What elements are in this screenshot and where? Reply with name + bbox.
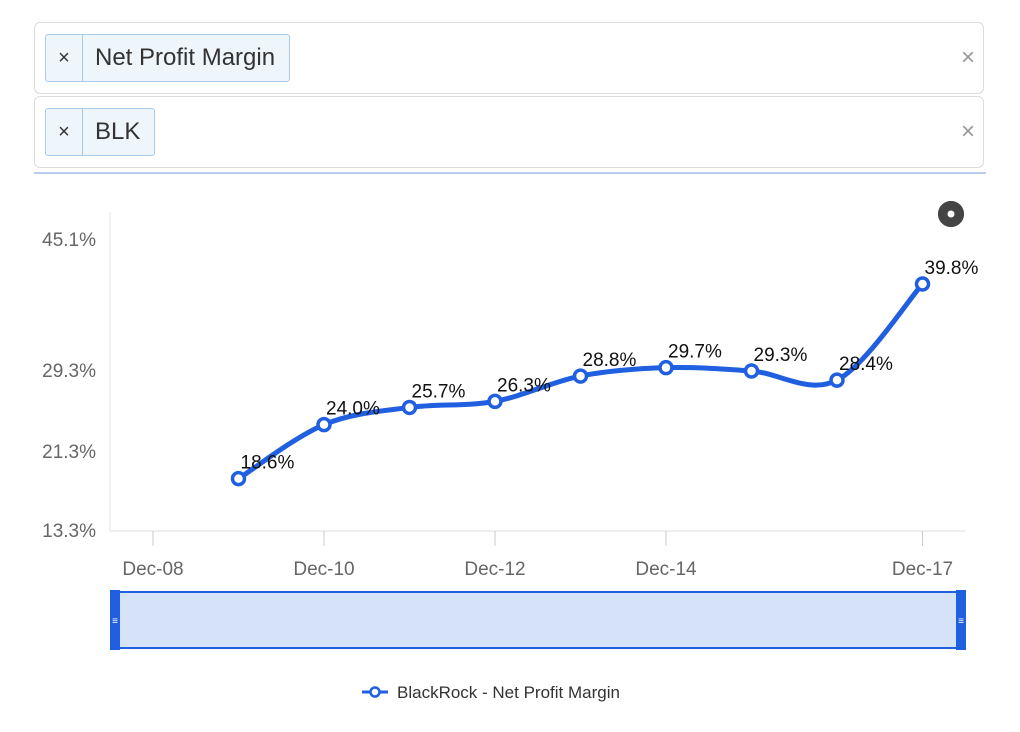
data-point[interactable] bbox=[829, 372, 845, 388]
x-tick-label: Dec-14 bbox=[635, 559, 697, 580]
data-label: 26.3% bbox=[497, 375, 551, 396]
navigator-window[interactable] bbox=[113, 591, 963, 649]
y-tick-label: 13.3% bbox=[42, 521, 96, 542]
data-point[interactable] bbox=[572, 368, 589, 384]
metric-tag: × Net Profit Margin bbox=[45, 34, 291, 82]
metric-tag-label: Net Profit Margin bbox=[95, 44, 276, 71]
metric-filter-box[interactable]: × Net Profit Margin × bbox=[34, 22, 984, 94]
data-point[interactable] bbox=[487, 393, 503, 410]
ticker-tag-label: BLK bbox=[95, 118, 141, 145]
x-tick-label: Dec-10 bbox=[293, 559, 354, 580]
data-point[interactable] bbox=[316, 416, 332, 433]
x-tick-label: Dec-17 bbox=[892, 559, 953, 580]
legend-swatch-marker bbox=[369, 686, 381, 698]
data-label: 29.7% bbox=[668, 342, 722, 363]
data-point[interactable] bbox=[658, 359, 674, 376]
data-label: 28.4% bbox=[839, 354, 893, 375]
data-point[interactable] bbox=[230, 470, 247, 487]
y-tick-label: 21.3% bbox=[42, 442, 96, 463]
left-handle-grip: ≡ bbox=[112, 616, 118, 627]
legend-label: BlackRock - Net Profit Margin bbox=[397, 683, 620, 702]
data-point[interactable] bbox=[401, 399, 418, 416]
data-point[interactable] bbox=[914, 276, 931, 292]
data-label: 25.7% bbox=[412, 381, 466, 402]
y-tick-label: 45.1% bbox=[42, 230, 96, 251]
clear-ticker-button[interactable]: × bbox=[960, 118, 975, 145]
x-tick-label: Dec-08 bbox=[122, 559, 183, 580]
navigator-left-handle[interactable] bbox=[110, 590, 120, 650]
legend[interactable]: BlackRock - Net Profit Margin bbox=[362, 683, 620, 702]
data-label: 29.3% bbox=[754, 345, 808, 366]
y-tick-label: 29.3% bbox=[42, 361, 96, 382]
x-tick-label: Dec-12 bbox=[464, 559, 525, 580]
data-label: 39.8% bbox=[925, 258, 979, 279]
data-label: 28.8% bbox=[583, 350, 637, 371]
navigator-right-handle[interactable] bbox=[956, 590, 966, 650]
remove-ticker-button[interactable]: × bbox=[46, 109, 83, 155]
right-handle-grip: ≡ bbox=[958, 616, 964, 627]
filter-divider bbox=[34, 172, 986, 174]
range-navigator[interactable]: ≡ ≡ bbox=[110, 590, 966, 650]
data-point[interactable] bbox=[743, 363, 760, 379]
gear-icon[interactable] bbox=[938, 201, 964, 227]
clear-metric-button[interactable]: × bbox=[960, 44, 975, 71]
data-label: 24.0% bbox=[326, 399, 380, 420]
data-label: 18.6% bbox=[241, 453, 295, 474]
remove-metric-button[interactable]: × bbox=[46, 35, 83, 81]
ticker-filter-box[interactable]: × BLK × bbox=[34, 96, 984, 168]
ticker-tag: × BLK bbox=[45, 108, 156, 156]
